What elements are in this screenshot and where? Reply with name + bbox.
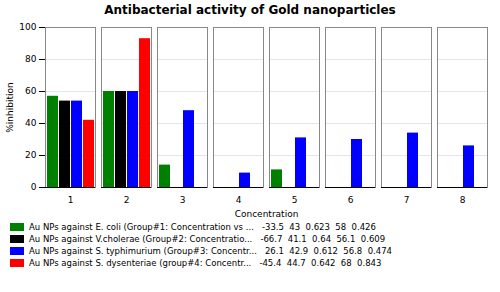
html-text:Antibacterial activity of Gold: Antibacterial activity of Gold nanoparti… (104, 3, 396, 17)
svg-text:6: 6 (348, 195, 354, 205)
svg-text:4: 4 (236, 195, 242, 205)
svg-text:60: 60 (25, 86, 37, 96)
html-text:Au NPs against S. dysenteriae: Au NPs against S. dysenteriae (group#4: … (29, 258, 382, 268)
svg-text:Concentration: Concentration (235, 209, 299, 219)
svg-text:40: 40 (25, 118, 37, 128)
svg-text:0: 0 (31, 182, 37, 192)
html-text:Au NPs against S. typhimurium: Au NPs against S. typhimurium (Group#3: … (29, 246, 392, 256)
html-text:Au NPs against E. coli (Group#: Au NPs against E. coli (Group#1: Concent… (29, 222, 376, 232)
svg-text:3: 3 (180, 195, 186, 205)
svg-text:1: 1 (68, 195, 74, 205)
svg-text:80: 80 (25, 54, 37, 64)
svg-text:100: 100 (19, 22, 36, 32)
svg-text:20: 20 (25, 150, 37, 160)
svg-text:%inhibition: %inhibition (5, 82, 15, 132)
svg-text:5: 5 (292, 195, 298, 205)
svg-text:7: 7 (404, 195, 410, 205)
svg-text:8: 8 (460, 195, 466, 205)
html-text:Au NPs against V.cholerae (Gro: Au NPs against V.cholerae (Group#2: Conc… (29, 234, 386, 244)
svg-text:2: 2 (124, 195, 130, 205)
